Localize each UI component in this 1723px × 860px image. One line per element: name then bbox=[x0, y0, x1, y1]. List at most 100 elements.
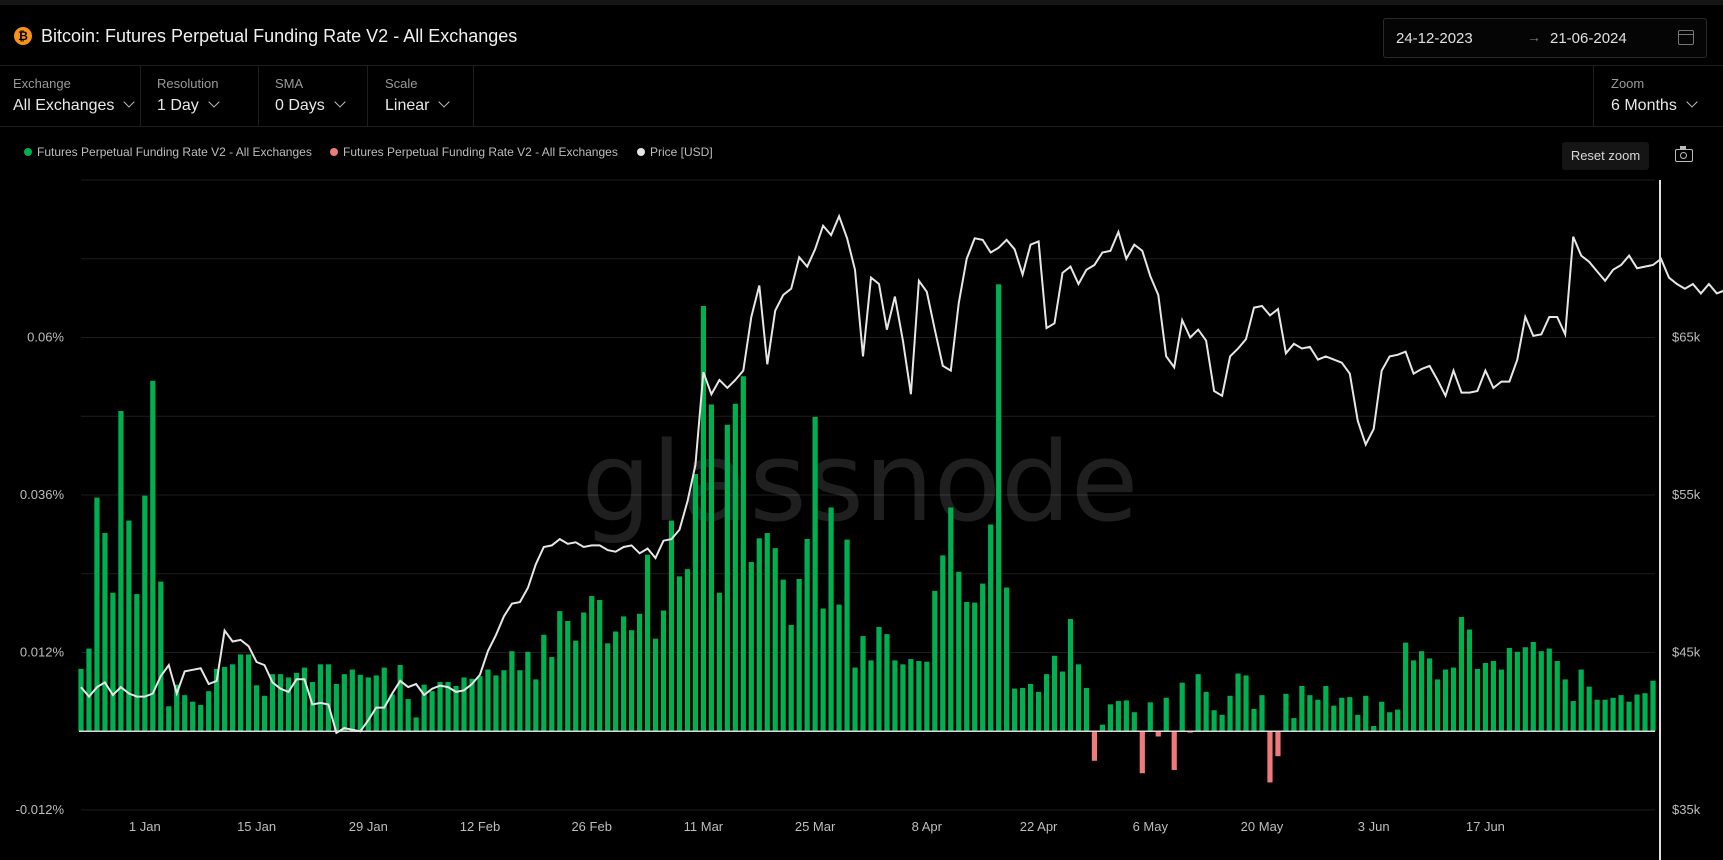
funding-bar-positive bbox=[86, 648, 92, 732]
funding-bar-positive bbox=[102, 533, 108, 732]
funding-bar-positive bbox=[1634, 694, 1640, 732]
scale-select[interactable]: Scale Linear bbox=[368, 66, 474, 126]
chevron-down-icon[interactable] bbox=[438, 96, 451, 108]
funding-bar-positive bbox=[1642, 693, 1648, 732]
funding-bar-positive bbox=[309, 682, 316, 732]
chart-header: ₿ Bitcoin: Futures Perpetual Funding Rat… bbox=[0, 5, 1723, 66]
funding-bar-positive bbox=[1506, 647, 1512, 732]
resolution-select[interactable]: Resolution 1 Day bbox=[141, 66, 259, 126]
funding-bar-positive bbox=[876, 626, 882, 732]
zoom-select[interactable]: Zoom 6 Months bbox=[1593, 66, 1723, 126]
chevron-down-icon[interactable] bbox=[334, 96, 346, 108]
funding-bar-positive bbox=[908, 659, 914, 732]
funding-bar-negative bbox=[1267, 731, 1273, 783]
funding-bar-positive bbox=[892, 660, 898, 732]
x-tick-label: 3 Jun bbox=[1358, 819, 1390, 834]
legend-dot bbox=[24, 148, 32, 156]
funding-bar-positive bbox=[1594, 699, 1600, 732]
funding-bar-positive bbox=[493, 675, 499, 732]
legend-item-funding-negative[interactable]: Futures Perpetual Funding Rate V2 - All … bbox=[330, 145, 618, 159]
funding-bar-positive bbox=[277, 674, 284, 732]
funding-bar-positive bbox=[1466, 629, 1473, 732]
sma-value[interactable]: 0 Days bbox=[275, 97, 325, 114]
reset-zoom-button[interactable]: Reset zoom bbox=[1562, 142, 1649, 170]
exchange-value[interactable]: All Exchanges bbox=[13, 97, 115, 114]
legend-dot bbox=[330, 148, 338, 156]
sma-select[interactable]: SMA 0 Days bbox=[259, 66, 368, 126]
chart-area[interactable]: glassnode -0.012%0.012%0.036%0.06% $35k$… bbox=[0, 170, 1723, 860]
funding-bar-positive bbox=[788, 624, 794, 732]
funding-bar-positive bbox=[94, 497, 100, 732]
funding-rate-bars bbox=[78, 284, 1656, 783]
funding-bar-positive bbox=[1355, 714, 1361, 732]
legend-label: Price [USD] bbox=[650, 145, 713, 159]
funding-bar-positive bbox=[469, 678, 475, 732]
legend-item-price[interactable]: Price [USD] bbox=[637, 145, 713, 159]
x-tick-label: 22 Apr bbox=[1020, 819, 1058, 834]
funding-bar-positive bbox=[988, 524, 994, 732]
x-tick-label: 1 Jan bbox=[129, 819, 161, 834]
funding-bar-positive bbox=[1426, 658, 1433, 732]
funding-bar-positive bbox=[1602, 699, 1608, 732]
sma-label: SMA bbox=[275, 76, 304, 91]
funding-bar-positive bbox=[381, 667, 387, 732]
funding-bar-positive bbox=[182, 695, 188, 732]
funding-bar-positive bbox=[150, 380, 156, 732]
funding-bar-positive bbox=[1498, 669, 1504, 732]
funding-bar-positive bbox=[1315, 699, 1321, 732]
funding-bar-positive bbox=[1179, 682, 1185, 732]
funding-bar-positive bbox=[1514, 651, 1520, 732]
zoom-label: Zoom bbox=[1611, 76, 1645, 91]
date-from-field[interactable]: 24-12-2023 bbox=[1396, 30, 1473, 47]
calendar-icon[interactable] bbox=[1678, 30, 1694, 45]
funding-bar-positive bbox=[1131, 712, 1137, 732]
funding-bar-positive bbox=[421, 684, 427, 732]
funding-bar-positive bbox=[836, 604, 842, 732]
date-range-picker[interactable]: 24-12-2023 → 21-06-2024 bbox=[1383, 18, 1707, 58]
scale-value[interactable]: Linear bbox=[385, 97, 430, 114]
x-tick-label: 11 Mar bbox=[684, 819, 724, 834]
funding-bar-positive bbox=[1419, 651, 1425, 732]
chevron-down-icon[interactable] bbox=[208, 96, 220, 108]
legend-item-funding-positive[interactable]: Futures Perpetual Funding Rate V2 - All … bbox=[24, 145, 312, 159]
funding-bar-positive bbox=[772, 548, 778, 732]
funding-bar-positive bbox=[1083, 687, 1090, 732]
funding-bar-positive bbox=[1331, 705, 1337, 732]
resolution-value[interactable]: 1 Day bbox=[157, 97, 199, 114]
y-right-tick-label: $45k bbox=[1672, 645, 1701, 660]
funding-bar-positive bbox=[756, 538, 762, 732]
chevron-down-icon[interactable] bbox=[1686, 96, 1698, 108]
funding-bar-positive bbox=[1442, 669, 1449, 732]
funding-bar-positive bbox=[780, 579, 786, 732]
zoom-value[interactable]: 6 Months bbox=[1611, 97, 1677, 114]
funding-bar-positive bbox=[1347, 697, 1353, 732]
date-to-field[interactable]: 21-06-2024 bbox=[1550, 30, 1627, 47]
chart-controls: Exchange All Exchanges Resolution 1 Day … bbox=[0, 66, 1723, 127]
x-tick-label: 25 Mar bbox=[795, 819, 836, 834]
funding-bar-positive bbox=[429, 691, 435, 732]
funding-bar-positive bbox=[708, 404, 714, 732]
funding-bar-positive bbox=[118, 411, 124, 732]
legend-dot bbox=[637, 148, 645, 156]
funding-bar-positive bbox=[597, 600, 603, 732]
funding-bar-positive bbox=[796, 579, 802, 732]
funding-bar-positive bbox=[900, 664, 906, 732]
funding-bar-positive bbox=[557, 611, 563, 732]
x-tick-label: 12 Feb bbox=[460, 819, 500, 834]
funding-bar-positive bbox=[1251, 708, 1257, 732]
funding-bar-positive bbox=[222, 666, 228, 732]
funding-bar-positive bbox=[884, 634, 890, 732]
funding-bar-positive bbox=[1578, 669, 1584, 732]
funding-bar-positive bbox=[668, 520, 675, 732]
legend-label: Futures Perpetual Funding Rate V2 - All … bbox=[37, 145, 312, 159]
funding-bar-positive bbox=[214, 668, 220, 732]
camera-icon[interactable] bbox=[1675, 146, 1693, 162]
y-left-tick-label: -0.012% bbox=[16, 802, 65, 817]
funding-bar-positive bbox=[198, 705, 204, 732]
funding-bar-positive bbox=[437, 682, 443, 732]
chevron-down-icon[interactable] bbox=[123, 96, 136, 108]
exchange-select[interactable]: Exchange All Exchanges bbox=[0, 66, 141, 126]
funding-bar-positive bbox=[269, 674, 276, 732]
funding-bar-positive bbox=[1067, 619, 1074, 732]
legend-label: Futures Perpetual Funding Rate V2 - All … bbox=[343, 145, 618, 159]
